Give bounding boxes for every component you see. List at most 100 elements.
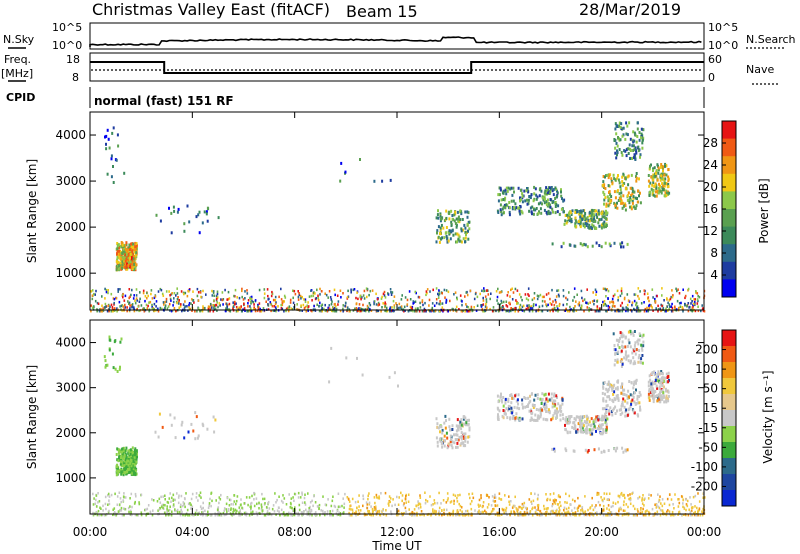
echo-cell (306, 304, 308, 307)
echo-cell (181, 504, 184, 508)
echo-cell (635, 204, 638, 208)
echo-cell (650, 175, 653, 179)
echo-cell (522, 304, 525, 308)
echo-cell (205, 212, 208, 216)
echo-cell (547, 408, 550, 412)
echo-cell (124, 303, 126, 307)
echo-cell (112, 513, 114, 517)
echo-cell (333, 504, 336, 508)
echo-cell (660, 376, 663, 380)
echo-cell (638, 332, 641, 336)
echo-cell (635, 140, 638, 144)
echo-cell (656, 189, 659, 193)
echo-cell (119, 365, 121, 369)
echo-cell (301, 309, 303, 312)
echo-cell (302, 303, 305, 307)
echo-cell (437, 235, 440, 239)
echo-cell (112, 126, 115, 130)
echo-cell (555, 512, 557, 515)
echo-cell (531, 507, 533, 511)
echo-cell (132, 254, 135, 258)
echo-cell (135, 472, 138, 476)
echo-cell (256, 513, 259, 517)
echo-cell (533, 192, 536, 196)
echo-cell (418, 502, 421, 505)
echo-cell (236, 307, 239, 310)
echo-cell (504, 196, 507, 200)
echo-cell (635, 149, 637, 153)
echo-cell (330, 504, 333, 508)
echo-cell (637, 342, 640, 346)
echo-cell (484, 305, 487, 308)
echo-cell (126, 256, 129, 260)
echo-cell (113, 301, 115, 305)
echo-cell (458, 502, 460, 506)
echo-cell (558, 302, 561, 306)
echo-cell (181, 510, 183, 514)
echo-cell (462, 436, 465, 440)
echo-cell (460, 423, 463, 427)
echo-cell (591, 244, 594, 248)
echo-cell (131, 446, 134, 450)
echo-cell (445, 231, 448, 235)
echo-cell (607, 204, 610, 208)
echo-cell (549, 309, 551, 313)
echo-cell (659, 396, 662, 400)
echo-cell (621, 183, 624, 187)
echo-cell (466, 509, 469, 513)
echo-cell (247, 302, 249, 305)
echo-cell (133, 455, 136, 459)
echo-cell (523, 189, 526, 193)
echo-cell (691, 513, 693, 517)
echo-cell (166, 508, 168, 511)
echo-cell (486, 306, 488, 309)
echo-cell (249, 309, 252, 313)
echo-cell (623, 405, 626, 409)
echo-cell (524, 199, 527, 203)
echo-cell (643, 301, 645, 304)
echo-cell (703, 310, 706, 313)
echo-cell (211, 499, 213, 503)
echo-cell (658, 379, 661, 383)
echo-cell (657, 393, 660, 397)
echo-cell (649, 378, 652, 382)
echo-cell (438, 491, 440, 495)
echo-cell (125, 462, 128, 466)
echo-cell (450, 209, 453, 213)
echo-cell (123, 496, 125, 499)
echo-cell (682, 505, 684, 509)
echo-cell (462, 424, 464, 428)
echo-cell (369, 303, 372, 307)
echo-cell (549, 493, 552, 496)
echo-cell (111, 131, 114, 135)
echo-cell (120, 460, 123, 464)
echo-cell (627, 147, 630, 151)
echo-cell (110, 303, 113, 307)
echo-cell (477, 510, 480, 514)
echo-cell (188, 305, 190, 309)
echo-cell (567, 309, 569, 313)
echo-cell (455, 223, 458, 227)
echo-cell (670, 295, 672, 299)
echo-cell (668, 394, 670, 398)
echo-cell (501, 301, 503, 304)
echo-cell (623, 296, 626, 300)
echo-cell (120, 470, 123, 474)
echo-cell (266, 288, 269, 291)
echo-cell (681, 306, 684, 309)
echo-cell (447, 290, 450, 294)
echo-cell (612, 501, 615, 504)
echo-cell (627, 505, 629, 509)
y-tick-label: 4000 (55, 128, 86, 142)
echo-cell (691, 300, 693, 303)
echo-cell (459, 420, 462, 424)
echo-cell (526, 405, 528, 408)
echo-cell (430, 309, 432, 313)
echo-cell (360, 309, 362, 313)
echo-cell (565, 418, 568, 422)
echo-cell (570, 415, 573, 418)
echo-cell (642, 136, 645, 140)
echo-cell (282, 494, 284, 497)
echo-cell (602, 385, 605, 389)
echo-cell (384, 302, 386, 306)
